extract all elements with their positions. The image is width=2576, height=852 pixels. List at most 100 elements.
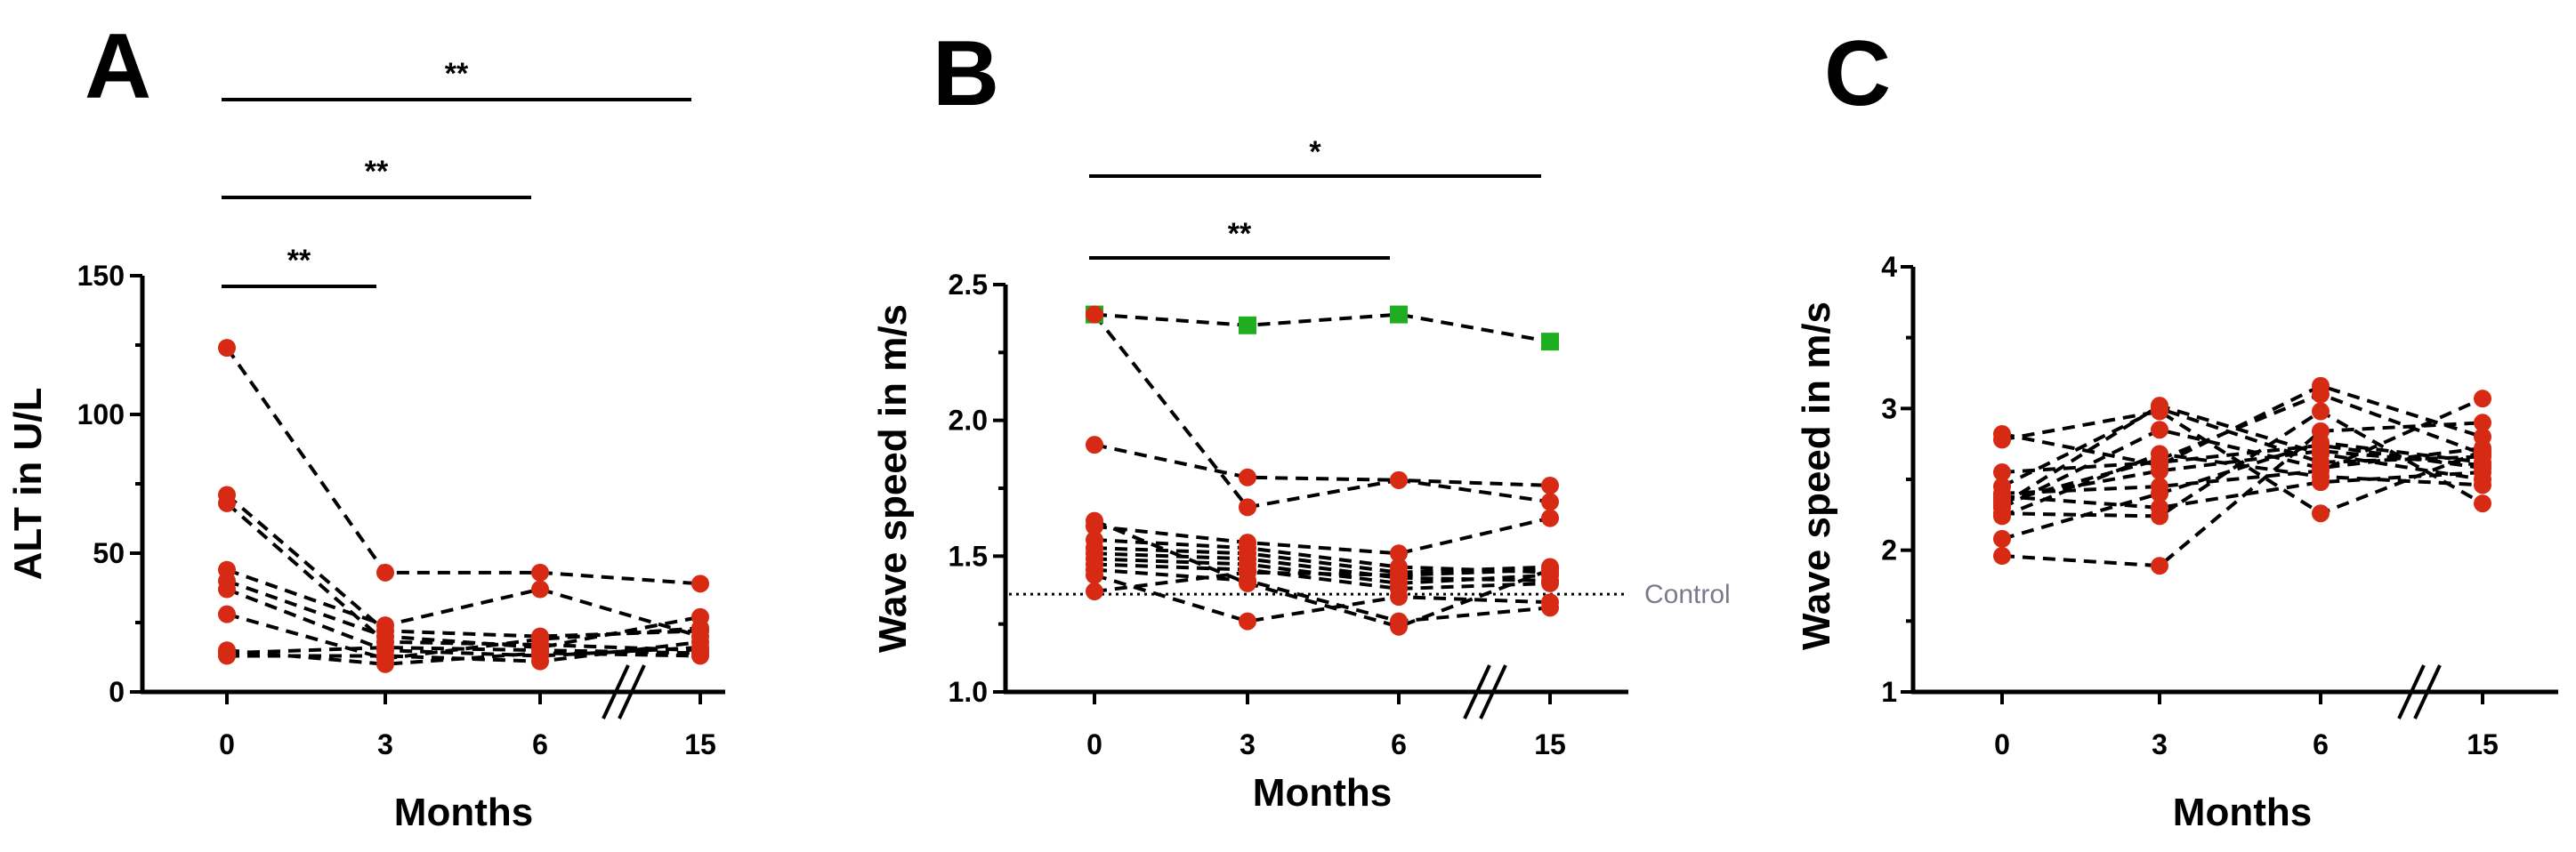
- panel-b-data-point: [1086, 305, 1103, 324]
- panel-c-y-tick-label: 3: [1881, 392, 1897, 424]
- panel-c-series-line: [2000, 403, 2483, 507]
- panel-c-x-tick-label: 0: [1994, 728, 2010, 760]
- panel-c-data-point: [1993, 547, 2011, 566]
- panel-b-significance-label: **: [1228, 217, 1252, 251]
- panel-c-label: C: [1824, 22, 1891, 125]
- panel-a-y-tick-label: 0: [109, 676, 125, 708]
- panel-a-series-line: [226, 579, 701, 650]
- panel-c-y-axis-title: Wave speed in m/s: [1795, 301, 1838, 650]
- panel-b-axis-break-mark: [1463, 664, 1491, 719]
- panel-a-series-line: [226, 587, 701, 658]
- panel-b-data-point: [1541, 509, 1559, 527]
- panel-a-series-line: [225, 346, 701, 586]
- panel-a-data-point: [218, 494, 236, 512]
- panel-c-series-line: [2001, 421, 2483, 568]
- panel-a-x-tick-label: 15: [684, 728, 716, 760]
- panel-b-y-axis-title: Wave speed in m/s: [871, 304, 915, 653]
- panel-b-x-tick-label: 15: [1534, 728, 1566, 760]
- panel-a-data-point: [691, 619, 709, 638]
- panel-c-data-point: [2151, 498, 2168, 517]
- panel-c-data-point: [2151, 397, 2168, 415]
- panel-a-x-axis-title: Months: [394, 791, 533, 834]
- panel-c-data-point: [2474, 414, 2491, 432]
- panel-a-series-line: [226, 646, 701, 655]
- panel-a-data-point: [376, 639, 394, 657]
- panel-c-axis-break-mark: [2413, 664, 2442, 719]
- panel-c-data-point: [2312, 402, 2330, 421]
- panel-b-data-point: [1541, 593, 1559, 612]
- panel-b-data-point: [1541, 493, 1559, 511]
- panel-c-data-point: [1993, 463, 2011, 482]
- panel-c-data-point: [2312, 422, 2330, 440]
- panel-c-data-point: [2151, 484, 2168, 502]
- panel-b-y-tick-label: 1.5: [949, 540, 988, 572]
- panel-c-data-point: [2474, 445, 2491, 463]
- panel-b-data-point: [1390, 612, 1408, 631]
- panel-b-series-line: [1093, 313, 1551, 510]
- panel-b-data-point-square: [1390, 305, 1408, 324]
- panel-c-data-point: [2474, 390, 2491, 408]
- panel-b-data-point-square: [1239, 316, 1256, 334]
- panel-b-data-point: [1239, 468, 1256, 486]
- panel-c-series-line: [2001, 428, 2483, 510]
- panel-a-x-tick-label: 6: [532, 728, 548, 760]
- panel-b-data-point: [1390, 544, 1408, 563]
- panel-b-series-line: [1094, 567, 1551, 594]
- panel-c-y-tick-label: 4: [1881, 251, 1897, 283]
- panel-a-y-tick-label: 50: [93, 537, 125, 569]
- panel-c-series-line: [2001, 452, 2483, 518]
- panel-c-x-tick-label: 3: [2152, 728, 2168, 760]
- panel-a-data-point: [218, 644, 236, 663]
- panel-a-data-point: [218, 339, 236, 358]
- panel-c-series-line: [2001, 392, 2483, 504]
- panel-b-y-tick-label: 2.5: [949, 269, 988, 301]
- panel-c-data-point: [2474, 494, 2491, 513]
- panel-b-data-point: [1390, 588, 1408, 607]
- panel-b-control-label: Control: [1644, 580, 1731, 609]
- panel-b-series-line: [1094, 538, 1551, 575]
- panel-b-axis-break-mark: [1479, 664, 1507, 719]
- panel-c-series-line: [2001, 406, 2483, 488]
- panel-b-series-line: [1094, 546, 1551, 575]
- panel-c-data-point: [2312, 385, 2330, 404]
- panel-c-data-point: [1993, 507, 2011, 526]
- panel-a-series-line: [226, 612, 701, 661]
- panel-a-data-point: [218, 605, 236, 623]
- panel-c-data-point: [2312, 504, 2330, 523]
- panel-c-series-line: [2001, 440, 2483, 541]
- panel-a-data-point: [691, 575, 709, 593]
- panel-b-series-line: [1094, 443, 1551, 504]
- panel-a-data-point: [376, 563, 394, 582]
- panel-a-axis-break-mark: [618, 664, 646, 719]
- panel-c-data-point: [1993, 430, 2011, 449]
- panel-b-series-line: [1094, 573, 1551, 623]
- panel-b-x-tick-label: 0: [1086, 728, 1102, 760]
- panel-c-x-axis-title: Months: [2173, 791, 2312, 834]
- panel-b-data-point: [1239, 563, 1256, 582]
- panel-b-data-point: [1086, 436, 1103, 454]
- panel-a-y-axis-title: ALT in U/L: [6, 388, 50, 581]
- panel-b-data-point: [1239, 498, 1256, 517]
- panel-a-series-line: [226, 567, 701, 639]
- panel-a-x-tick-label: 3: [377, 728, 393, 760]
- panel-a-x-tick-label: 0: [219, 728, 235, 760]
- panel-c-y-tick-label: 2: [1881, 535, 1897, 567]
- panel-a-significance-label: **: [365, 155, 389, 189]
- panel-a-data-point: [218, 580, 236, 599]
- panel-b-data-point: [1086, 583, 1103, 601]
- panel-a-y-tick-label: 150: [77, 260, 125, 292]
- panel-a-series-line: [225, 502, 701, 653]
- panel-c-x-tick-label: 6: [2313, 728, 2329, 760]
- panel-b-data-point: [1390, 566, 1408, 584]
- panel-b-y-tick-label: 1.0: [949, 676, 988, 708]
- panel-a-data-point: [531, 580, 549, 599]
- panel-b-significance-label: *: [1309, 135, 1321, 169]
- panel-b-data-point: [1541, 560, 1559, 579]
- panel-a-data-point: [691, 644, 709, 663]
- panel-b-data-point: [1086, 517, 1103, 535]
- panel-c-data-point: [2474, 476, 2491, 494]
- panel-c-x-tick-label: 15: [2467, 728, 2499, 760]
- panel-b-y-tick-label: 2.0: [949, 405, 988, 437]
- panel-b-series-line: [1094, 518, 1551, 629]
- panel-c-data-point: [2151, 557, 2168, 575]
